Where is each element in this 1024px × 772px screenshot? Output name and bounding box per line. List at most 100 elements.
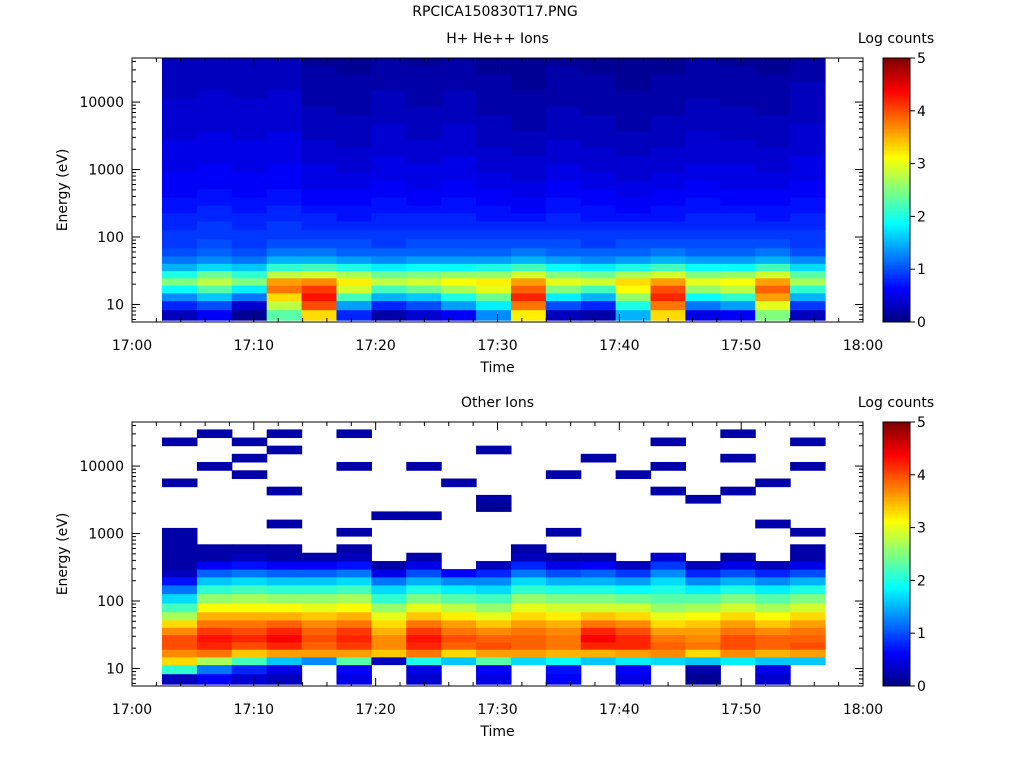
heatmap-cell bbox=[371, 292, 407, 302]
heatmap-cell bbox=[301, 163, 338, 173]
heatmap-cell bbox=[580, 285, 617, 294]
heatmap-cell bbox=[790, 569, 826, 578]
heatmap-cell bbox=[336, 561, 372, 570]
heatmap-cell bbox=[580, 453, 617, 463]
heatmap-cell bbox=[510, 292, 547, 302]
colorbar-segment bbox=[883, 190, 910, 193]
heatmap-cell bbox=[580, 155, 617, 165]
y-axis-label: Energy (eV) bbox=[55, 149, 71, 232]
colorbar-segment bbox=[883, 227, 910, 231]
heatmap-cell bbox=[650, 212, 687, 222]
colorbar-tick-label: 3 bbox=[917, 157, 926, 173]
heatmap-cell bbox=[266, 205, 303, 214]
heatmap-cell bbox=[615, 147, 652, 157]
heatmap-cell bbox=[162, 98, 198, 107]
heatmap-cell bbox=[406, 569, 442, 578]
heatmap-cell bbox=[476, 81, 512, 91]
heatmap-cell bbox=[650, 180, 687, 190]
heatmap-cell bbox=[266, 300, 303, 311]
heatmap-cell bbox=[790, 527, 826, 537]
heatmap-cell bbox=[685, 673, 721, 685]
colorbar-segment bbox=[883, 253, 910, 257]
heatmap-cell bbox=[510, 106, 547, 116]
heatmap-cell bbox=[685, 569, 721, 578]
colorbar-segment bbox=[883, 234, 910, 237]
colorbar-segment bbox=[883, 236, 910, 239]
heatmap-cell bbox=[685, 619, 721, 628]
heatmap-cell bbox=[336, 247, 372, 257]
heatmap-cell bbox=[336, 611, 372, 621]
heatmap-cell bbox=[790, 584, 826, 595]
heatmap-cell bbox=[790, 277, 826, 286]
heatmap-cell bbox=[196, 309, 233, 321]
colorbar-segment bbox=[883, 600, 910, 603]
colorbar-segment bbox=[883, 543, 910, 546]
heatmap-cell bbox=[755, 673, 791, 685]
heatmap-cell bbox=[406, 576, 442, 586]
heatmap-cell bbox=[685, 602, 721, 613]
heatmap-cell bbox=[406, 664, 442, 675]
heatmap-cell bbox=[476, 292, 512, 302]
heatmap-cell bbox=[231, 114, 268, 124]
colorbar-segment bbox=[883, 64, 910, 68]
y-tick-label: 10 bbox=[106, 661, 124, 677]
heatmap-cell bbox=[231, 139, 268, 148]
heatmap-cell bbox=[685, 255, 721, 264]
heatmap-cell bbox=[720, 163, 756, 173]
heatmap-cell bbox=[231, 130, 268, 140]
heatmap-cell bbox=[580, 300, 617, 311]
heatmap-cell bbox=[231, 89, 268, 99]
heatmap-cell bbox=[266, 147, 303, 157]
heatmap-cell bbox=[371, 205, 407, 214]
heatmap-cell bbox=[441, 584, 477, 595]
heatmap-cell bbox=[720, 81, 756, 91]
heatmap-cell bbox=[685, 212, 721, 222]
heatmap-cell bbox=[720, 576, 756, 586]
colorbar-segment bbox=[883, 457, 910, 460]
heatmap-cell bbox=[266, 641, 303, 650]
colorbar-segment bbox=[883, 84, 910, 88]
heatmap-cell bbox=[510, 584, 547, 595]
heatmap-cell bbox=[615, 656, 652, 666]
colorbar-segment bbox=[883, 595, 910, 599]
colorbar-segment bbox=[883, 286, 910, 290]
heatmap-cell bbox=[336, 641, 372, 650]
heatmap-cell bbox=[266, 627, 303, 636]
heatmap-cell bbox=[266, 285, 303, 294]
heatmap-cell bbox=[755, 163, 791, 173]
heatmap-cell bbox=[755, 656, 791, 666]
colorbar-segment bbox=[883, 71, 910, 74]
colorbar-segment bbox=[883, 459, 910, 463]
heatmap-cell bbox=[510, 65, 547, 75]
colorbar-segment bbox=[883, 615, 910, 619]
heatmap-cell bbox=[476, 584, 512, 595]
colorbar-segment bbox=[883, 203, 910, 206]
heatmap-cell bbox=[720, 634, 756, 643]
heatmap-cell bbox=[196, 220, 233, 231]
colorbar-segment bbox=[883, 606, 910, 610]
heatmap-cell bbox=[650, 569, 687, 578]
heatmap-cell bbox=[301, 576, 338, 586]
heatmap-cell bbox=[580, 106, 617, 116]
heatmap-cell bbox=[196, 197, 233, 206]
heatmap-cell bbox=[580, 58, 617, 66]
heatmap-cell bbox=[650, 309, 687, 321]
heatmap-cell bbox=[650, 584, 687, 595]
heatmap-cell bbox=[441, 292, 477, 302]
heatmap-cell bbox=[580, 130, 617, 140]
colorbar-segment bbox=[883, 422, 910, 425]
heatmap-cell bbox=[790, 300, 826, 311]
heatmap-cell bbox=[162, 664, 198, 675]
heatmap-cell bbox=[441, 569, 477, 578]
heatmap-cell bbox=[406, 114, 442, 124]
heatmap-cell bbox=[545, 292, 582, 302]
heatmap-cell bbox=[790, 292, 826, 302]
heatmap-cell bbox=[476, 309, 512, 321]
colorbar-segment bbox=[883, 635, 910, 639]
colorbar-segment bbox=[883, 518, 910, 522]
heatmap-cell bbox=[406, 627, 442, 636]
heatmap-cell bbox=[162, 277, 198, 286]
heatmap-cell bbox=[371, 89, 407, 99]
heatmap-cell bbox=[685, 147, 721, 157]
